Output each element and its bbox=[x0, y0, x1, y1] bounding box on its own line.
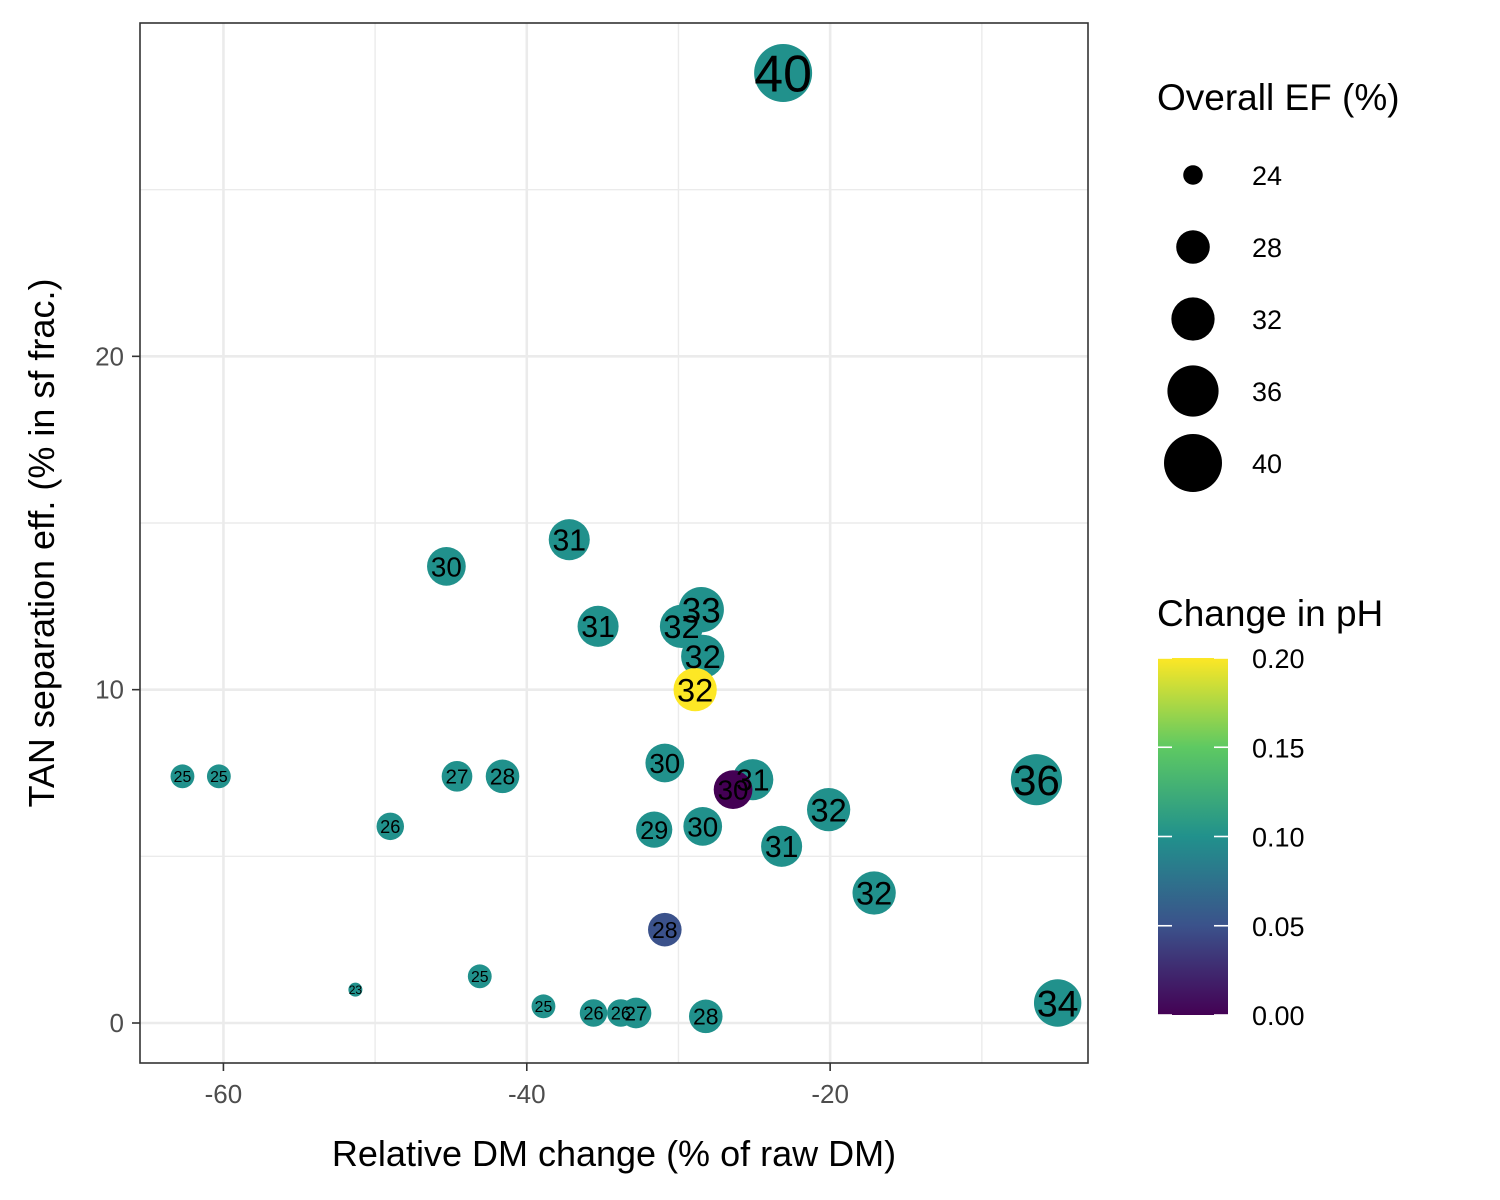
data-point-label: 28 bbox=[693, 1004, 719, 1030]
data-point-label: 25 bbox=[174, 769, 192, 786]
data-point bbox=[348, 982, 363, 997]
x-tick-label: -20 bbox=[811, 1079, 849, 1109]
size-legend-title: Overall EF (%) bbox=[1157, 77, 1400, 118]
data-point bbox=[761, 825, 803, 867]
data-point-label: 34 bbox=[1037, 982, 1079, 1024]
size-legend-label: 28 bbox=[1252, 233, 1282, 263]
x-axis: -60 -40 -20 bbox=[205, 1063, 849, 1109]
size-legend-key bbox=[1171, 297, 1215, 341]
data-point bbox=[206, 764, 231, 789]
data-point-label: 25 bbox=[471, 969, 489, 986]
data-point bbox=[1033, 979, 1082, 1027]
data-point bbox=[531, 994, 556, 1019]
data-point bbox=[620, 997, 652, 1029]
x-axis-title: Relative DM change (% of raw DM) bbox=[332, 1133, 896, 1174]
colorbar-ticks: 0.20 0.15 0.10 0.05 0.00 bbox=[1158, 644, 1305, 1031]
data-point-label: 25 bbox=[210, 769, 228, 786]
size-legend-key bbox=[1167, 365, 1219, 417]
data-point bbox=[754, 44, 813, 102]
data-point-label: 28 bbox=[652, 917, 678, 943]
data-point bbox=[577, 605, 619, 647]
data-point-label: 30 bbox=[718, 775, 749, 806]
data-point-label: 32 bbox=[811, 791, 847, 828]
data-point bbox=[376, 812, 405, 841]
y-tick-label: 10 bbox=[95, 675, 124, 705]
data-point-label: 23 bbox=[349, 983, 363, 997]
size-legend-key bbox=[1176, 230, 1210, 264]
colorbar-tick-label: 0.00 bbox=[1252, 1001, 1305, 1031]
size-legend: Overall EF (%) 24 28 32 36 40 bbox=[1157, 77, 1400, 492]
data-point bbox=[806, 788, 851, 832]
y-axis-title: TAN separation eff. (% in sf frac.) bbox=[21, 279, 62, 808]
y-tick-label: 0 bbox=[110, 1008, 124, 1038]
panel-border bbox=[139, 22, 1089, 1064]
data-point-label: 31 bbox=[581, 611, 615, 644]
data-point-label: 27 bbox=[446, 766, 469, 789]
size-legend-label: 32 bbox=[1252, 305, 1282, 335]
data-point bbox=[467, 964, 492, 989]
data-point-label: 31 bbox=[765, 831, 799, 864]
data-point-label: 31 bbox=[552, 525, 586, 558]
x-tick-label: -40 bbox=[508, 1079, 546, 1109]
colorbar-tick-label: 0.15 bbox=[1252, 733, 1305, 763]
color-legend: Change in pH 0.20 0.15 0.10 0.05 0.00 bbox=[1157, 593, 1383, 1031]
size-legend-key bbox=[1164, 434, 1222, 492]
data-point bbox=[688, 999, 723, 1034]
data-point-label: 32 bbox=[856, 875, 892, 912]
data-point bbox=[548, 519, 590, 561]
data-point bbox=[1010, 754, 1063, 806]
x-tick-label: -60 bbox=[205, 1079, 243, 1109]
data-point bbox=[852, 871, 896, 915]
data-point-label: 33 bbox=[682, 591, 721, 630]
data-point-label: 31 bbox=[736, 765, 770, 798]
size-legend-label: 24 bbox=[1252, 161, 1282, 191]
size-legend-label: 36 bbox=[1252, 377, 1282, 407]
y-axis: 0 10 20 bbox=[95, 341, 140, 1038]
size-legend-label: 40 bbox=[1252, 449, 1282, 479]
grid-minor bbox=[140, 23, 1088, 1063]
data-point-label: 26 bbox=[583, 1004, 603, 1024]
data-point bbox=[427, 546, 466, 586]
data-point-label: 32 bbox=[677, 671, 713, 708]
data-point-label: 40 bbox=[754, 45, 812, 103]
data-point-label: 30 bbox=[431, 551, 462, 582]
colorbar-tick-label: 0.05 bbox=[1252, 912, 1305, 942]
data-point bbox=[636, 811, 673, 848]
data-point-label: 32 bbox=[663, 608, 699, 645]
data-point bbox=[441, 760, 473, 792]
data-point bbox=[645, 743, 685, 783]
y-tick-label: 20 bbox=[95, 341, 124, 371]
data-point bbox=[673, 668, 717, 712]
data-point-label: 29 bbox=[640, 817, 668, 845]
data-point-label: 26 bbox=[611, 1004, 631, 1024]
data-point-label: 30 bbox=[649, 748, 680, 779]
data-point-label: 32 bbox=[685, 638, 721, 675]
data-point bbox=[485, 759, 520, 794]
data-point-label: 26 bbox=[380, 817, 400, 837]
data-point bbox=[579, 999, 608, 1027]
panel-background bbox=[140, 23, 1088, 1063]
data-point-label: 30 bbox=[687, 811, 718, 842]
data-point bbox=[648, 912, 682, 947]
color-legend-title: Change in pH bbox=[1157, 593, 1383, 634]
colorbar-tick-label: 0.10 bbox=[1252, 823, 1305, 853]
colorbar-tick-label: 0.20 bbox=[1252, 644, 1305, 674]
data-point bbox=[713, 770, 753, 810]
data-point-label: 36 bbox=[1013, 757, 1060, 804]
data-point-label: 27 bbox=[625, 1002, 648, 1025]
data-point bbox=[659, 604, 704, 648]
size-legend-key bbox=[1183, 165, 1203, 185]
data-point bbox=[170, 764, 195, 789]
data-point-label: 25 bbox=[535, 999, 553, 1016]
data-points bbox=[170, 44, 1082, 1034]
data-point-label: 28 bbox=[490, 764, 516, 790]
data-point bbox=[683, 806, 723, 846]
data-point bbox=[681, 634, 725, 678]
